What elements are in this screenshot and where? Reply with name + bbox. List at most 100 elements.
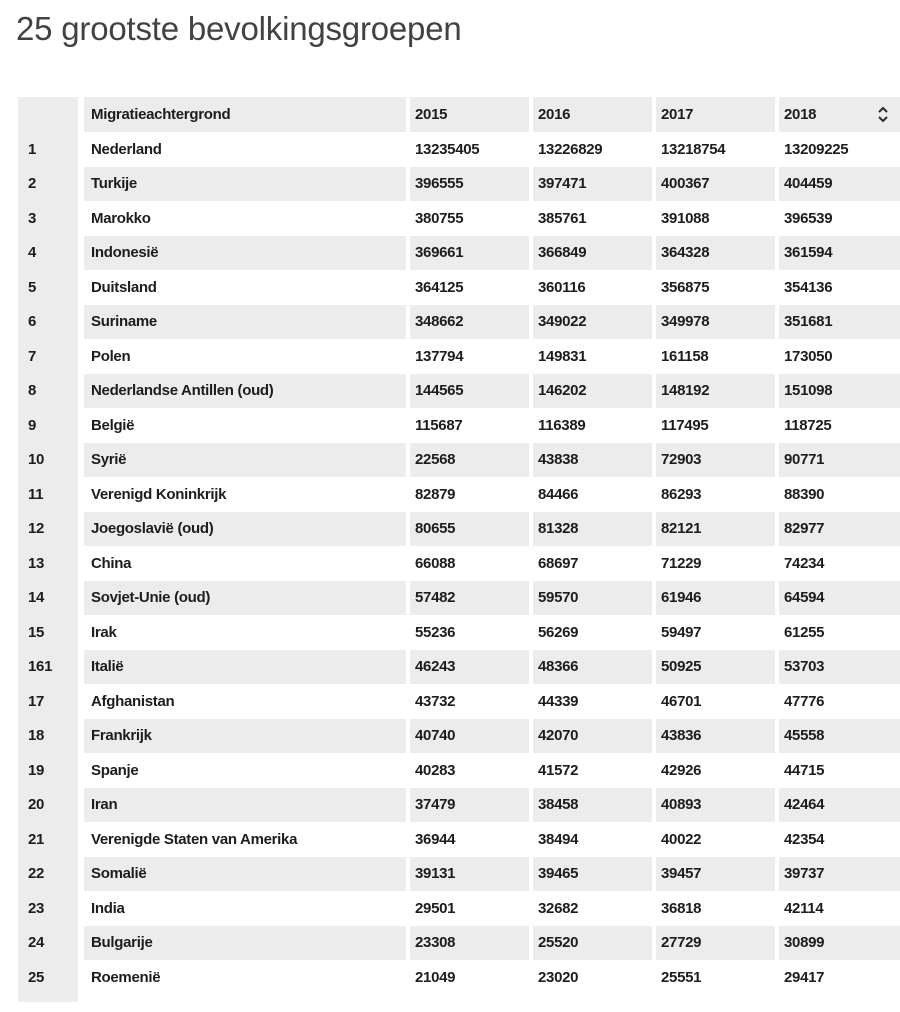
table-row: 6 Suriname 348662 349022 349978 351681 bbox=[18, 304, 900, 339]
table-row: 161 Italië 46243 48366 50925 53703 bbox=[18, 649, 900, 684]
country-cell: Marokko bbox=[91, 209, 151, 227]
value-2015-cell: 144565 bbox=[410, 373, 529, 408]
value-2016-cell: 25520 bbox=[533, 925, 652, 960]
rank-cell: 22 bbox=[18, 856, 78, 891]
header-2018[interactable]: 2018 bbox=[779, 97, 900, 132]
table-row: 12 Joegoslavië (oud) 80655 81328 82121 8… bbox=[18, 511, 900, 546]
country-cell: Spanje bbox=[91, 761, 139, 779]
rank-cell: 11 bbox=[18, 477, 78, 512]
country-cell: Bulgarije bbox=[84, 925, 406, 960]
value-2016-cell: 38458 bbox=[533, 787, 652, 822]
rank-cell: 23 bbox=[18, 891, 78, 926]
value-2018-cell: 42464 bbox=[779, 787, 900, 822]
rank-cell: 18 bbox=[18, 718, 78, 753]
country-cell: Indonesië bbox=[84, 235, 406, 270]
value-2015-cell: 380755 bbox=[415, 209, 464, 227]
value-2015-cell: 29501 bbox=[415, 899, 456, 917]
country-cell: Irak bbox=[91, 623, 117, 641]
rank-cell: 24 bbox=[18, 925, 78, 960]
table-row: 11 Verenigd Koninkrijk 82879 84466 86293… bbox=[18, 477, 900, 512]
rank-cell: 12 bbox=[18, 511, 78, 546]
country-cell: Sovjet-Unie (oud) bbox=[84, 580, 406, 615]
value-2015-cell: 396555 bbox=[410, 166, 529, 201]
value-2017-cell: 46701 bbox=[661, 692, 702, 710]
country-cell: Afghanistan bbox=[91, 692, 175, 710]
value-2018-cell: 29417 bbox=[784, 968, 825, 986]
value-2018-cell: 82977 bbox=[779, 511, 900, 546]
rank-cell: 19 bbox=[18, 753, 78, 788]
rank-cell: 25 bbox=[18, 960, 78, 995]
country-cell: Suriname bbox=[84, 304, 406, 339]
value-2018-cell: 39737 bbox=[779, 856, 900, 891]
rank-cell: 9 bbox=[18, 408, 78, 443]
value-2015-cell: 36944 bbox=[415, 830, 456, 848]
rank-cell: 161 bbox=[18, 649, 78, 684]
value-2017-cell: 36818 bbox=[661, 899, 702, 917]
value-2015-cell: 80655 bbox=[410, 511, 529, 546]
table-row: 10 Syrië 22568 43838 72903 90771 bbox=[18, 442, 900, 477]
rank-cell: 2 bbox=[18, 166, 78, 201]
table-row: 8 Nederlandse Antillen (oud) 144565 1462… bbox=[18, 373, 900, 408]
value-2016-cell: 81328 bbox=[533, 511, 652, 546]
header-2016[interactable]: 2016 bbox=[533, 97, 652, 132]
value-2017-cell: 13218754 bbox=[661, 140, 726, 158]
value-2015-cell: 82879 bbox=[415, 485, 456, 503]
country-cell: Verenigd Koninkrijk bbox=[91, 485, 227, 503]
value-2016-cell: 56269 bbox=[538, 623, 579, 641]
value-2017-cell: 391088 bbox=[661, 209, 710, 227]
table-row: 17 Afghanistan 43732 44339 46701 47776 bbox=[18, 684, 900, 719]
value-2018-cell: 53703 bbox=[779, 649, 900, 684]
header-2017[interactable]: 2017 bbox=[656, 97, 775, 132]
value-2016-cell: 43838 bbox=[533, 442, 652, 477]
rank-cell: 15 bbox=[18, 615, 78, 650]
sort-up-down-chevrons-icon[interactable] bbox=[876, 105, 890, 125]
value-2015-cell: 21049 bbox=[415, 968, 456, 986]
table-row: 3 Marokko 380755 385761 391088 396539 bbox=[18, 201, 900, 236]
value-2018-cell: 44715 bbox=[784, 761, 825, 779]
rank-cell: 6 bbox=[18, 304, 78, 339]
header-migratieachtergrond[interactable]: Migratieachtergrond bbox=[84, 97, 406, 132]
table-row: 1 Nederland 13235405 13226829 13218754 1… bbox=[18, 132, 900, 167]
value-2017-cell: 39457 bbox=[656, 856, 775, 891]
value-2015-cell: 369661 bbox=[410, 235, 529, 270]
country-cell: Polen bbox=[91, 347, 131, 365]
value-2017-cell: 400367 bbox=[656, 166, 775, 201]
value-2016-cell: 42070 bbox=[533, 718, 652, 753]
value-2017-cell: 43836 bbox=[656, 718, 775, 753]
value-2018-cell: 151098 bbox=[779, 373, 900, 408]
country-cell: Verenigde Staten van Amerika bbox=[91, 830, 298, 848]
value-2016-cell: 44339 bbox=[538, 692, 579, 710]
value-2017-cell: 27729 bbox=[656, 925, 775, 960]
value-2018-cell: 42354 bbox=[784, 830, 825, 848]
value-2015-cell: 364125 bbox=[415, 278, 464, 296]
value-2015-cell: 55236 bbox=[415, 623, 456, 641]
rank-cell: 14 bbox=[18, 580, 78, 615]
value-2016-cell: 149831 bbox=[538, 347, 587, 365]
value-2015-cell: 43732 bbox=[415, 692, 456, 710]
value-2017-cell: 117495 bbox=[661, 416, 709, 434]
value-2016-cell: 385761 bbox=[538, 209, 587, 227]
value-2015-cell: 22568 bbox=[410, 442, 529, 477]
value-2017-cell: 356875 bbox=[661, 278, 710, 296]
value-2018-cell: 396539 bbox=[784, 209, 833, 227]
table-row: 5 Duitsland 364125 360116 356875 354136 bbox=[18, 270, 900, 305]
table-row: 7 Polen 137794 149831 161158 173050 bbox=[18, 339, 900, 374]
header-2015[interactable]: 2015 bbox=[410, 97, 529, 132]
value-2018-cell: 404459 bbox=[779, 166, 900, 201]
value-2015-cell: 348662 bbox=[410, 304, 529, 339]
value-2016-cell: 68697 bbox=[538, 554, 579, 572]
value-2016-cell: 23020 bbox=[538, 968, 579, 986]
country-cell: België bbox=[91, 416, 135, 434]
value-2015-cell: 37479 bbox=[410, 787, 529, 822]
value-2015-cell: 13235405 bbox=[415, 140, 480, 158]
value-2015-cell: 40283 bbox=[415, 761, 456, 779]
value-2018-cell: 173050 bbox=[784, 347, 833, 365]
country-cell: Nederlandse Antillen (oud) bbox=[84, 373, 406, 408]
value-2016-cell: 13226829 bbox=[538, 140, 603, 158]
value-2018-cell: 361594 bbox=[779, 235, 900, 270]
value-2017-cell: 161158 bbox=[661, 347, 709, 365]
value-2018-cell: 47776 bbox=[784, 692, 825, 710]
value-2016-cell: 39465 bbox=[533, 856, 652, 891]
value-2017-cell: 349978 bbox=[656, 304, 775, 339]
country-cell: Iran bbox=[84, 787, 406, 822]
